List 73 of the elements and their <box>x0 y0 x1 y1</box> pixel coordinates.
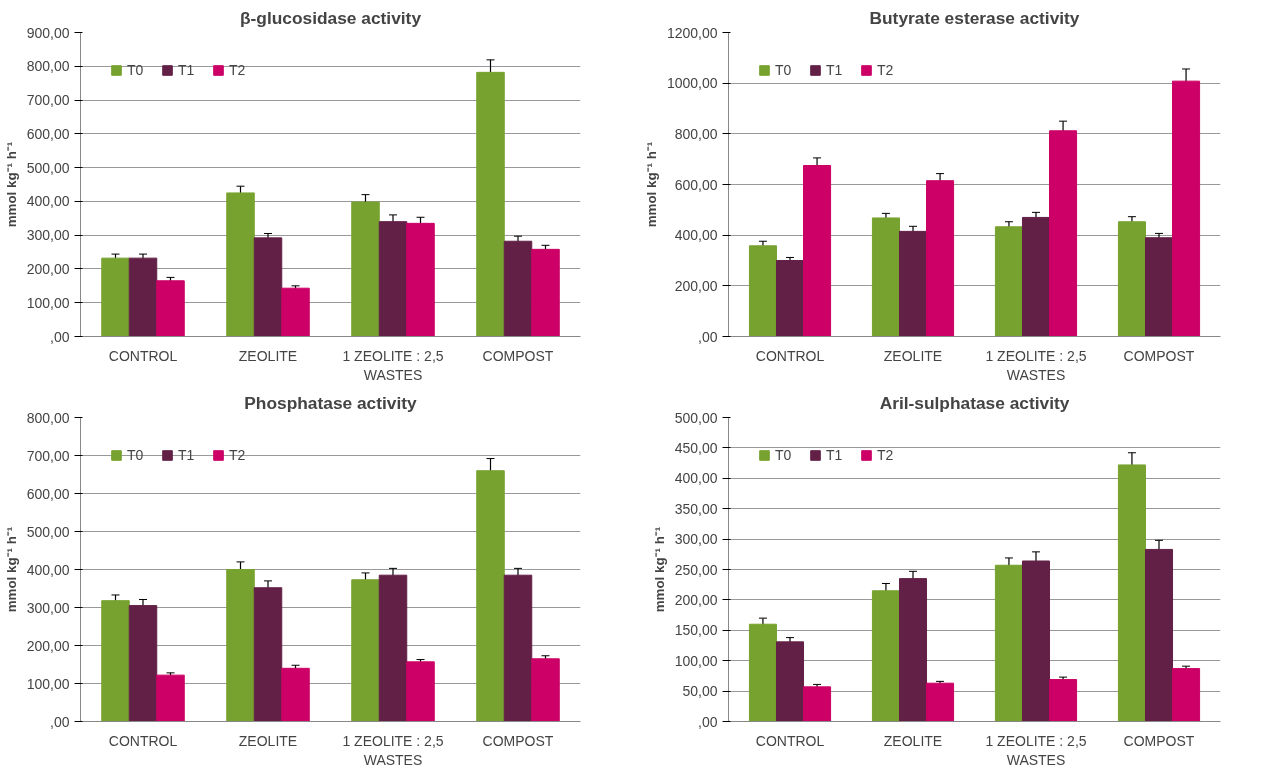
y-tick-label: 450,00 <box>674 439 718 456</box>
y-tick-label: 300,00 <box>674 531 718 548</box>
y-tick-label: 150,00 <box>674 622 718 639</box>
y-tick-label: 400,00 <box>674 227 718 244</box>
y-tick-label: 250,00 <box>674 561 718 578</box>
y-tick-label: 200,00 <box>674 277 718 294</box>
chart-title: Aril-sulphatase activity <box>879 392 1070 413</box>
y-axis-title: mmol kg⁻¹ h⁻¹ <box>643 141 659 228</box>
x-tick-label: 1 ZEOLITE : 2,5 WASTES <box>342 347 444 383</box>
chart-title: Butyrate esterase activity <box>869 7 1080 28</box>
x-tick-label: 1 ZEOLITE : 2,5 WASTES <box>985 347 1087 383</box>
y-tick-label: 800,00 <box>26 409 70 426</box>
y-tick-label: 500,00 <box>674 409 718 426</box>
legend-label: T0 <box>127 447 145 463</box>
y-tick-label: 600,00 <box>26 125 70 142</box>
x-tick-label: CONTROL <box>755 732 825 749</box>
x-tick-label: ZEOLITE <box>883 732 943 749</box>
legend-label: T0 <box>775 447 793 463</box>
y-tick-label: 300,00 <box>26 599 70 616</box>
y-tick-label: 500,00 <box>26 159 70 176</box>
y-tick-label: 600,00 <box>674 176 718 193</box>
y-axis-title: mmol kg⁻¹ h⁻¹ <box>3 526 19 613</box>
y-tick-label: 300,00 <box>26 227 70 244</box>
legend-label: T0 <box>127 62 145 78</box>
x-tick-label: COMPOST <box>1123 732 1195 749</box>
y-tick-label: 500,00 <box>26 523 70 540</box>
y-tick-label: 900,00 <box>26 24 70 41</box>
y-tick-label: 100,00 <box>26 675 70 692</box>
y-tick-label: 700,00 <box>26 447 70 464</box>
chart-title: β-glucosidase activity <box>239 7 422 28</box>
legend-label: T2 <box>877 62 895 78</box>
legend-label: T1 <box>826 447 844 463</box>
legend-label: T2 <box>229 447 247 463</box>
y-axis-title: mmol kg⁻¹ h⁻¹ <box>3 141 19 228</box>
x-tick-label: ZEOLITE <box>883 347 943 364</box>
y-tick-label: 50,00 <box>682 683 718 700</box>
x-tick-label: ZEOLITE <box>238 732 298 749</box>
y-axis-title: mmol kg⁻¹ h⁻¹ <box>651 526 667 613</box>
x-tick-label: CONTROL <box>755 347 825 364</box>
y-tick-label: 1200,00 <box>666 24 718 41</box>
y-tick-label: 350,00 <box>674 500 718 517</box>
y-tick-label: 100,00 <box>26 294 70 311</box>
x-tick-label: COMPOST <box>1123 347 1195 364</box>
x-tick-label: ZEOLITE <box>238 347 298 364</box>
x-tick-label: CONTROL <box>108 732 178 749</box>
y-tick-label: ,00 <box>698 713 718 730</box>
y-tick-label: 200,00 <box>26 637 70 654</box>
legend-label: T0 <box>775 62 793 78</box>
y-tick-label: 200,00 <box>674 591 718 608</box>
y-tick-label: 1000,00 <box>666 75 718 92</box>
y-tick-label: 600,00 <box>26 485 70 502</box>
legend-label: T1 <box>178 447 196 463</box>
legend-label: T1 <box>826 62 844 78</box>
legend-label: T2 <box>877 447 895 463</box>
y-tick-label: ,00 <box>50 713 70 730</box>
legend-label: T2 <box>229 62 247 78</box>
y-tick-label: 400,00 <box>26 561 70 578</box>
y-tick-label: ,00 <box>50 328 70 345</box>
chart-title: Phosphatase activity <box>244 392 418 413</box>
y-tick-label: 800,00 <box>674 125 718 142</box>
y-tick-label: 700,00 <box>26 92 70 109</box>
x-tick-label: 1 ZEOLITE : 2,5 WASTES <box>342 732 444 768</box>
x-tick-label: CONTROL <box>108 347 178 364</box>
y-tick-label: 100,00 <box>674 652 718 669</box>
x-tick-label: COMPOST <box>482 732 554 749</box>
y-tick-label: 400,00 <box>674 470 718 487</box>
y-tick-label: ,00 <box>698 328 718 345</box>
y-tick-label: 800,00 <box>26 58 70 75</box>
legend-label: T1 <box>178 62 196 78</box>
y-tick-label: 400,00 <box>26 193 70 210</box>
y-tick-label: 200,00 <box>26 260 70 277</box>
x-tick-label: COMPOST <box>482 347 554 364</box>
x-tick-label: 1 ZEOLITE : 2,5 WASTES <box>985 732 1087 768</box>
